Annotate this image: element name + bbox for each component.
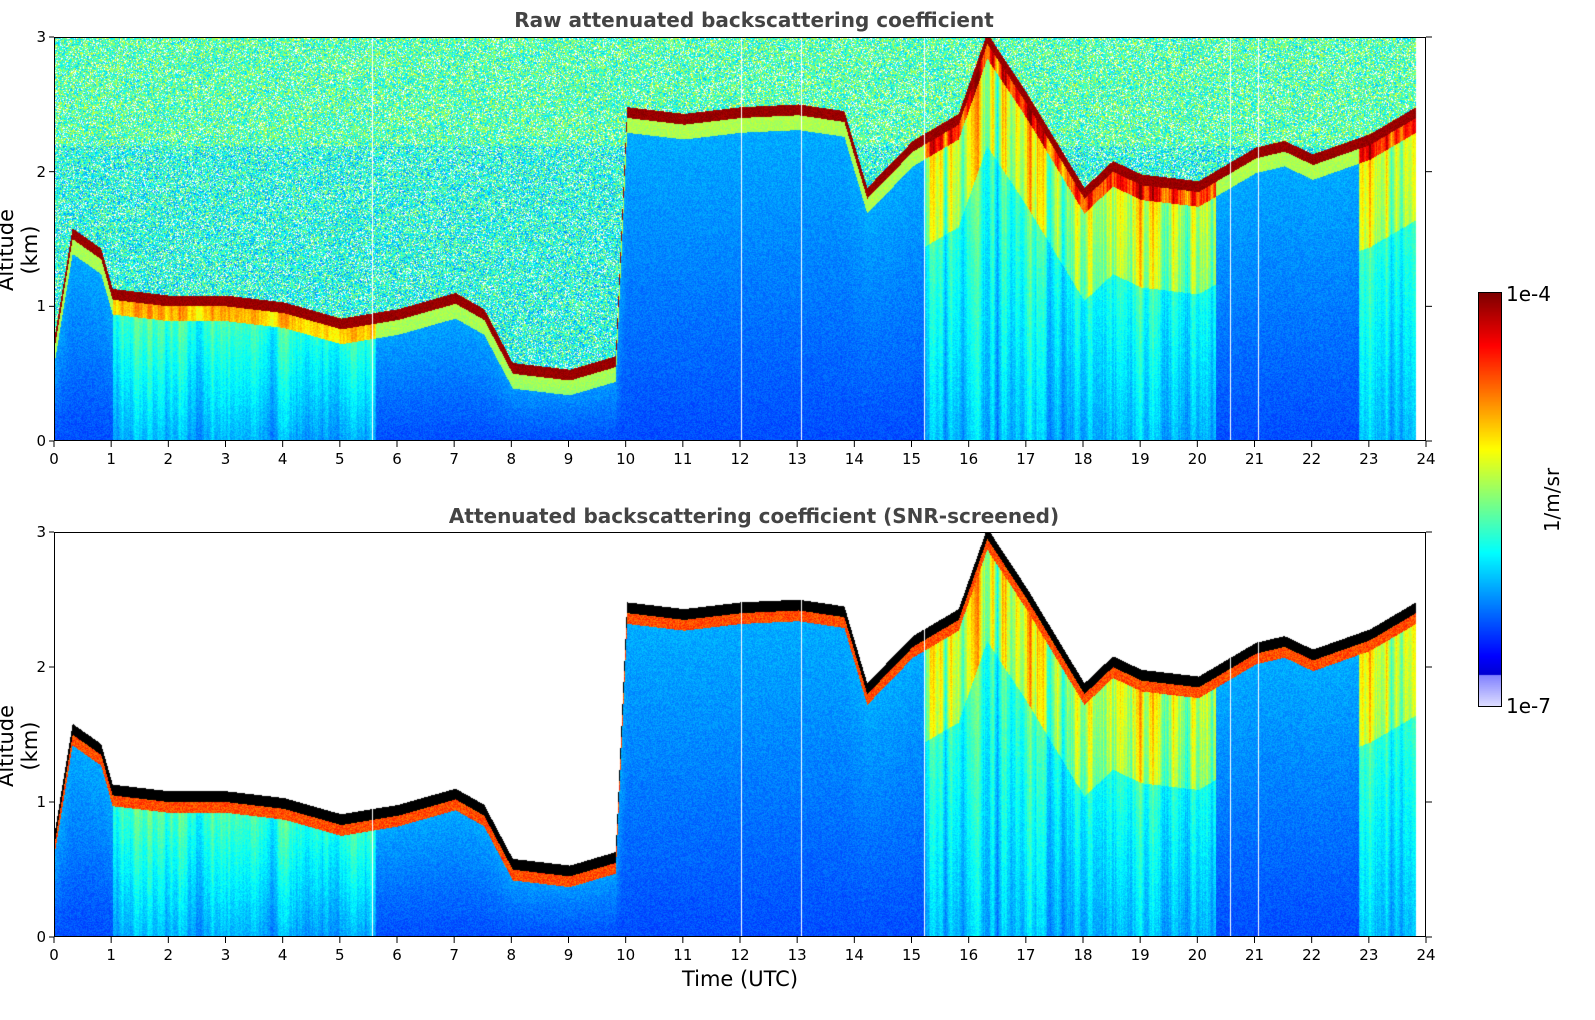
x-tick-label: 5: [335, 450, 345, 468]
x-tick-label: 23: [1359, 946, 1379, 964]
x-tick-label: 8: [506, 946, 517, 964]
bottom-heatmap-canvas: [55, 533, 1425, 936]
bottom-heatmap-plot: [54, 532, 1426, 937]
x-tick-label: 22: [1302, 450, 1322, 468]
y-tick-label: 2: [36, 162, 46, 181]
y-tick-label: 0: [36, 928, 46, 946]
x-tick-label: 2: [163, 946, 174, 964]
bottom-panel-title: Attenuated backscattering coefficient (S…: [448, 504, 1060, 528]
x-tick-label: 22: [1302, 946, 1322, 964]
x-tick-label: 21: [1244, 946, 1265, 964]
x-tick-label: 19: [1130, 450, 1150, 468]
x-axis-label: Time (UTC): [681, 967, 799, 991]
x-tick-label: 9: [563, 946, 574, 964]
x-tick-label: 1: [106, 450, 116, 468]
x-tick-label: 3: [220, 450, 231, 468]
top-heatmap-canvas: [55, 38, 1425, 440]
x-tick-label: 7: [449, 450, 459, 468]
x-tick-label: 20: [1187, 946, 1207, 964]
top-heatmap-plot: [54, 37, 1426, 441]
x-tick-label: 13: [787, 450, 807, 468]
x-tick-label: 3: [220, 946, 231, 964]
colorbar-gradient: [1479, 293, 1501, 706]
x-tick-label: 10: [616, 946, 636, 964]
y-tick-label: 1: [36, 793, 46, 811]
x-tick-label: 4: [277, 450, 288, 468]
x-tick-label: 0: [49, 450, 59, 468]
x-tick-label: 14: [844, 946, 864, 964]
x-tick-label: 13: [787, 946, 807, 964]
x-tick-label: 6: [392, 946, 402, 964]
x-tick-label: 24: [1416, 450, 1436, 468]
x-tick-label: 19: [1130, 946, 1150, 964]
x-tick-label: 17: [1016, 946, 1036, 964]
x-tick-label: 18: [1073, 946, 1093, 964]
x-tick-label: 20: [1187, 450, 1207, 468]
x-tick-label: 0: [49, 946, 59, 964]
x-tick-label: 23: [1359, 450, 1379, 468]
colorbar: [1478, 292, 1502, 707]
x-tick-label: 14: [844, 450, 864, 468]
x-tick-label: 11: [673, 946, 693, 964]
top-panel-title: Raw attenuated backscattering coefficien…: [514, 8, 994, 32]
x-tick-label: 7: [449, 946, 459, 964]
x-tick-label: 12: [730, 946, 750, 964]
x-tick-label: 11: [673, 450, 693, 468]
y-tick-label: 1: [36, 297, 46, 316]
x-tick-label: 12: [730, 450, 750, 468]
x-tick-label: 16: [959, 946, 979, 964]
x-tick-label: 15: [901, 450, 922, 468]
x-tick-label: 16: [959, 450, 979, 468]
x-tick-label: 6: [392, 450, 402, 468]
x-tick-label: 15: [901, 946, 922, 964]
y-tick-label: 0: [36, 432, 46, 450]
y-tick-label: 3: [36, 523, 46, 541]
x-tick-label: 18: [1073, 450, 1093, 468]
y-tick-label: 2: [36, 658, 46, 676]
x-tick-label: 2: [163, 450, 174, 468]
x-tick-label: 17: [1016, 450, 1036, 468]
colorbar-min-label: 1e-7: [1506, 694, 1551, 718]
x-tick-label: 9: [563, 450, 574, 468]
x-tick-label: 1: [106, 946, 116, 964]
colorbar-max-label: 1e-4: [1506, 282, 1551, 306]
x-tick-label: 8: [506, 450, 517, 468]
x-tick-label: 24: [1416, 946, 1436, 964]
x-tick-label: 10: [616, 450, 636, 468]
y-tick-label: 3: [36, 28, 46, 46]
x-tick-label: 5: [335, 946, 345, 964]
x-tick-label: 4: [277, 946, 288, 964]
x-tick-label: 21: [1244, 450, 1265, 468]
colorbar-units-label: 1/m/sr: [1540, 467, 1564, 533]
